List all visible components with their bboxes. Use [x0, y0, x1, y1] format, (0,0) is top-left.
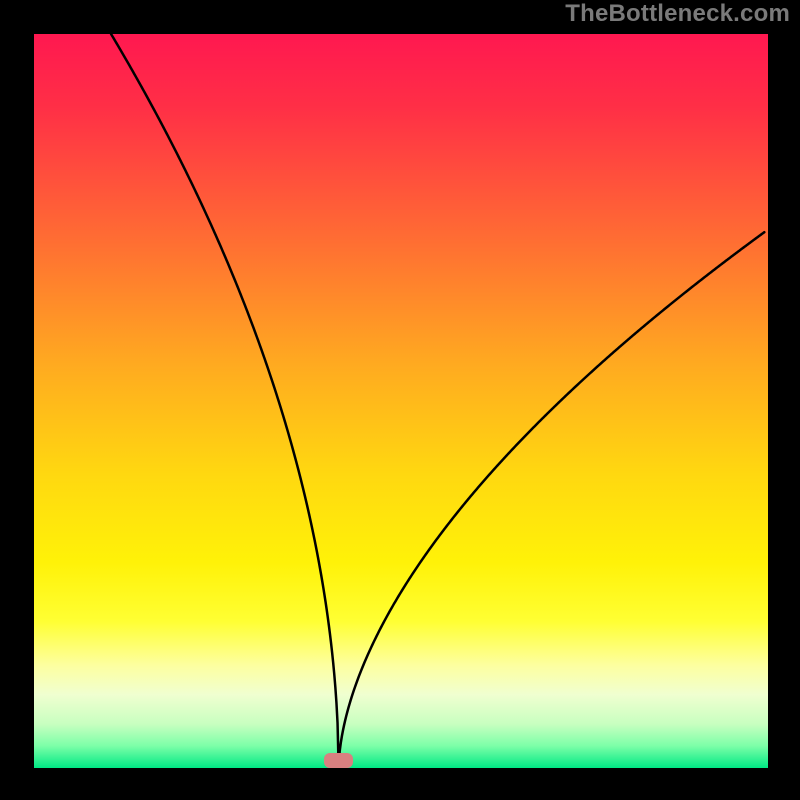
gradient-background — [34, 34, 768, 768]
plot-svg — [34, 34, 768, 768]
plot-area — [34, 34, 768, 768]
watermark-text: TheBottleneck.com — [565, 0, 790, 28]
outer-frame: TheBottleneck.com — [0, 0, 800, 800]
minimum-dot — [324, 753, 353, 768]
